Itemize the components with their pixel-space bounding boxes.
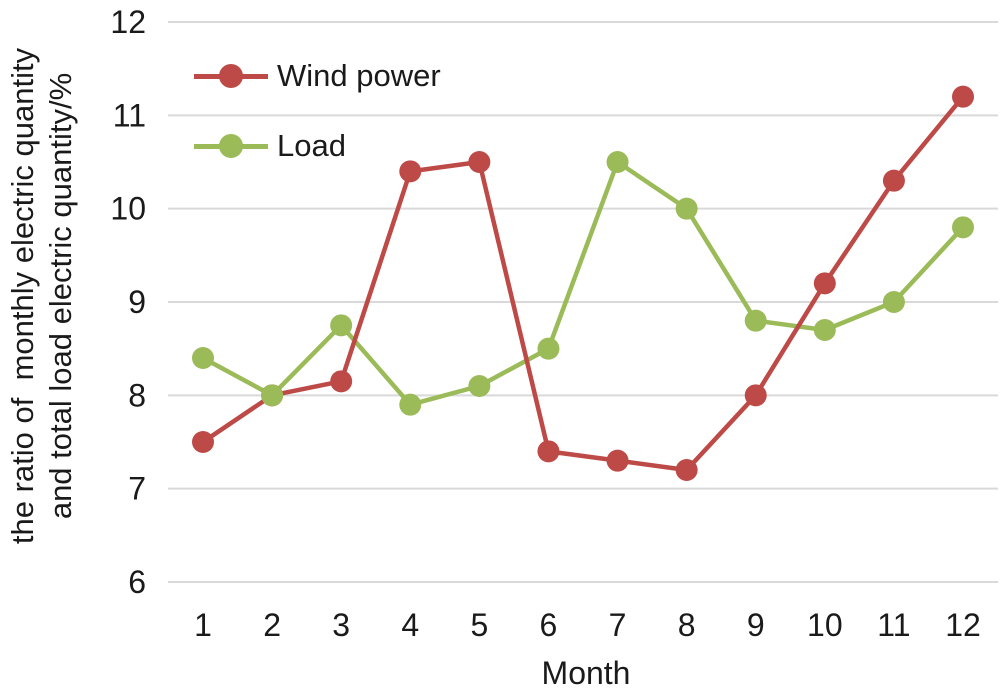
marker-wind-power-month-10 bbox=[813, 272, 836, 295]
marker-load-month-5 bbox=[468, 375, 491, 397]
load-line-marker-icon bbox=[194, 127, 268, 165]
marker-load-month-8 bbox=[675, 197, 698, 220]
marker-wind-power-month-5 bbox=[468, 151, 491, 173]
marker-wind-power-month-9 bbox=[744, 384, 767, 407]
y-tick-label-8: 8 bbox=[128, 377, 146, 413]
x-tick-label-5: 5 bbox=[470, 607, 488, 643]
x-tick-label-6: 6 bbox=[540, 607, 558, 643]
marker-load-month-2 bbox=[261, 384, 284, 407]
marker-load-month-12 bbox=[952, 216, 974, 239]
x-tick-label-2: 2 bbox=[263, 607, 281, 643]
y-axis-title-line-1: the ratio of monthly electric quantity bbox=[5, 47, 40, 545]
x-tick-label-8: 8 bbox=[678, 607, 696, 643]
marker-load-month-7 bbox=[606, 151, 629, 173]
y-tick-label-12: 12 bbox=[110, 4, 146, 40]
marker-wind-power-month-1 bbox=[192, 431, 214, 453]
marker-load-month-1 bbox=[192, 347, 214, 369]
legend-dot-icon bbox=[219, 64, 243, 88]
marker-load-month-4 bbox=[399, 393, 422, 416]
marker-wind-power-month-12 bbox=[952, 85, 974, 108]
legend-label-load: Load bbox=[277, 128, 346, 163]
x-tick-label-9: 9 bbox=[747, 607, 765, 643]
marker-wind-power-month-11 bbox=[882, 169, 905, 192]
marker-load-month-6 bbox=[537, 337, 560, 360]
x-tick-label-12: 12 bbox=[945, 607, 981, 643]
y-tick-label-10: 10 bbox=[110, 191, 146, 227]
x-axis-title: Month bbox=[541, 655, 631, 691]
marker-load-month-9 bbox=[744, 309, 767, 332]
wind-power-line-marker-icon bbox=[194, 57, 268, 95]
marker-load-month-3 bbox=[330, 314, 353, 337]
x-tick-label-1: 1 bbox=[194, 607, 212, 643]
y-tick-label-6: 6 bbox=[128, 564, 146, 600]
x-tick-label-3: 3 bbox=[332, 607, 350, 643]
y-tick-label-11: 11 bbox=[113, 97, 146, 133]
legend-label-wind-power: Wind power bbox=[277, 58, 441, 93]
marker-wind-power-month-3 bbox=[330, 370, 353, 393]
series-line-load bbox=[201, 159, 965, 407]
legend-item-wind-power: Wind power bbox=[194, 57, 441, 95]
series-line-wind-power bbox=[201, 95, 965, 473]
marker-wind-power-month-6 bbox=[537, 440, 560, 463]
y-tick-label-9: 9 bbox=[128, 284, 146, 320]
marker-load-month-11 bbox=[882, 291, 905, 313]
legend-item-load: Load bbox=[194, 127, 441, 165]
x-tick-label-10: 10 bbox=[807, 607, 843, 643]
x-tick-label-4: 4 bbox=[401, 607, 419, 643]
y-axis-title: the ratio of monthly electric quantity a… bbox=[4, 0, 80, 596]
marker-load-month-10 bbox=[813, 319, 836, 341]
legend: Wind power Load bbox=[194, 57, 441, 165]
marker-wind-power-month-7 bbox=[606, 449, 629, 472]
marker-wind-power-month-4 bbox=[399, 160, 422, 183]
x-tick-label-7: 7 bbox=[609, 607, 627, 643]
y-axis-title-line-2: and total load electric quantity/% bbox=[43, 72, 78, 520]
legend-dot-icon bbox=[219, 134, 243, 158]
x-tick-label-11: 11 bbox=[877, 607, 910, 643]
marker-wind-power-month-8 bbox=[675, 459, 698, 481]
y-tick-label-7: 7 bbox=[128, 471, 146, 507]
